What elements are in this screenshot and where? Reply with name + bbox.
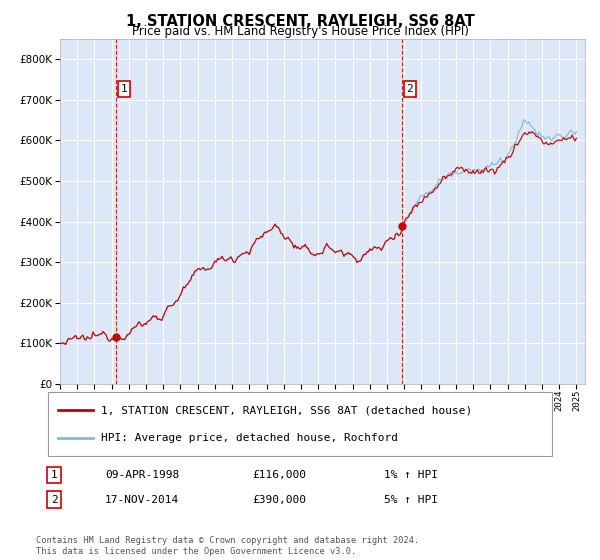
FancyBboxPatch shape (48, 392, 552, 456)
Text: 5% ↑ HPI: 5% ↑ HPI (384, 494, 438, 505)
Text: Price paid vs. HM Land Registry's House Price Index (HPI): Price paid vs. HM Land Registry's House … (131, 25, 469, 38)
Text: 1: 1 (50, 470, 58, 480)
Text: HPI: Average price, detached house, Rochford: HPI: Average price, detached house, Roch… (101, 433, 398, 444)
Text: Contains HM Land Registry data © Crown copyright and database right 2024.
This d: Contains HM Land Registry data © Crown c… (36, 536, 419, 556)
Text: 09-APR-1998: 09-APR-1998 (105, 470, 179, 480)
Text: 2: 2 (407, 84, 413, 94)
Text: 17-NOV-2014: 17-NOV-2014 (105, 494, 179, 505)
Text: 2: 2 (50, 494, 58, 505)
Text: 1: 1 (121, 84, 127, 94)
Text: £116,000: £116,000 (252, 470, 306, 480)
Text: 1, STATION CRESCENT, RAYLEIGH, SS6 8AT: 1, STATION CRESCENT, RAYLEIGH, SS6 8AT (125, 14, 475, 29)
Text: £390,000: £390,000 (252, 494, 306, 505)
Text: 1, STATION CRESCENT, RAYLEIGH, SS6 8AT (detached house): 1, STATION CRESCENT, RAYLEIGH, SS6 8AT (… (101, 405, 472, 415)
Text: 1% ↑ HPI: 1% ↑ HPI (384, 470, 438, 480)
